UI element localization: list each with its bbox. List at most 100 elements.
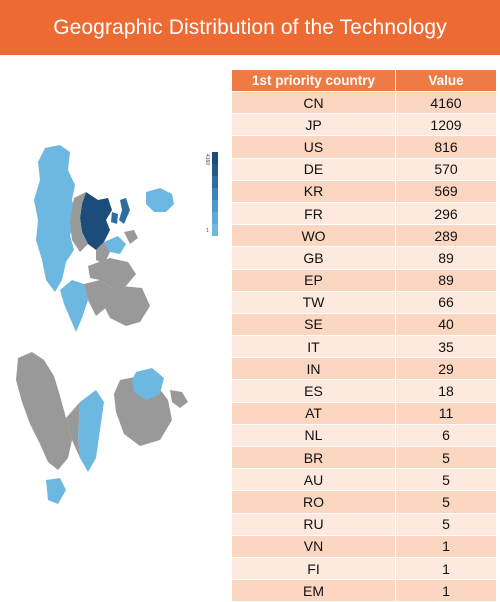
- map-region-brazil: [132, 368, 164, 400]
- cell-value: 5: [395, 446, 497, 470]
- table-row: AU 5: [232, 468, 497, 492]
- cell-value: 66: [395, 291, 497, 314]
- cell-country: RO: [232, 490, 396, 514]
- legend-swatch: [212, 188, 218, 200]
- map-region-north-america: [16, 352, 72, 470]
- cell-value: 89: [395, 246, 497, 270]
- cell-value: 6: [395, 424, 497, 448]
- cell-value: 1209: [395, 113, 497, 137]
- legend-swatch: [212, 152, 218, 164]
- cell-country: NL: [232, 424, 396, 448]
- page-title-banner: Geographic Distribution of the Technolog…: [0, 0, 500, 55]
- map-region-greenland: [170, 390, 188, 408]
- cell-country: TW: [232, 291, 396, 314]
- table-row: GB 89: [232, 246, 497, 270]
- cell-value: 5: [395, 468, 497, 492]
- table-row: VN 1: [232, 535, 497, 558]
- table-row: WO 289: [232, 224, 497, 248]
- map-region-russia: [34, 145, 78, 292]
- map-region-europe: [88, 258, 136, 288]
- cell-country: IT: [232, 335, 396, 359]
- cell-value: 570: [395, 158, 497, 181]
- map-region-southeast-asia: [104, 236, 126, 254]
- legend-swatch: [212, 164, 218, 176]
- cell-country: IN: [232, 357, 396, 381]
- cell-value: 289: [395, 224, 497, 248]
- table-row: JP 1209: [232, 113, 497, 137]
- table-row: US 816: [232, 135, 497, 159]
- table-row: RU 5: [232, 513, 497, 536]
- cell-country: VN: [232, 535, 396, 558]
- cell-country: GB: [232, 246, 396, 270]
- table-body: CN 4160 JP 1209 US 816 DE 570 KR 569 FR 296 WO 289 GB 8…: [232, 91, 497, 602]
- table-row: EP 89: [232, 269, 497, 292]
- table-row: SE 40: [232, 313, 497, 337]
- map-region-central-asia: [70, 192, 88, 252]
- cell-value: 11: [395, 402, 497, 425]
- cell-country: EP: [232, 269, 396, 292]
- cell-country: ES: [232, 379, 396, 403]
- map-region-korea: [111, 212, 118, 224]
- table-row: CN 4160: [232, 91, 497, 115]
- cell-country: FI: [232, 557, 396, 581]
- cell-value: 1: [395, 579, 497, 602]
- cell-country: JP: [232, 113, 396, 137]
- cell-country: EM: [232, 579, 396, 602]
- cell-value: 1: [395, 535, 497, 558]
- table-row: IT 35: [232, 335, 497, 359]
- cell-country: WO: [232, 224, 396, 248]
- column-header-country: 1st priority country: [232, 70, 396, 92]
- map-region-india: [60, 280, 88, 332]
- legend-swatch: [212, 224, 218, 236]
- table-row: RO 5: [232, 490, 497, 514]
- cell-value: 296: [395, 202, 497, 226]
- cell-country: AT: [232, 402, 396, 425]
- country-table-container: 1st priority country Value CN 4160 JP 1209 U…: [232, 70, 497, 602]
- world-map: 4160 1: [0, 140, 230, 520]
- cell-country: KR: [232, 180, 396, 203]
- legend-max-label: 4160: [204, 154, 210, 165]
- table-row: DE 570: [232, 158, 497, 181]
- cell-value: 29: [395, 357, 497, 381]
- cell-country: SE: [232, 313, 396, 337]
- cell-value: 18: [395, 379, 497, 403]
- cell-value: 5: [395, 513, 497, 536]
- map-region-china: [80, 192, 112, 250]
- cell-value: 1: [395, 557, 497, 581]
- table-row: NL 6: [232, 424, 497, 448]
- cell-value: 40: [395, 313, 497, 337]
- table-row: IN 29: [232, 357, 497, 381]
- table-row: KR 569: [232, 180, 497, 203]
- cell-country: DE: [232, 158, 396, 181]
- cell-value: 89: [395, 269, 497, 292]
- map-region-central-america: [66, 402, 80, 458]
- cell-country: AU: [232, 468, 396, 492]
- table-row: BR 5: [232, 446, 497, 470]
- cell-country: RU: [232, 513, 396, 536]
- map-region-indochina: [96, 242, 110, 264]
- map-region-south-tip: [46, 478, 66, 504]
- table-row: FI 1: [232, 557, 497, 581]
- table-header-row: 1st priority country Value: [232, 70, 497, 92]
- map-region-japan: [119, 198, 130, 224]
- legend-swatch: [212, 200, 218, 212]
- legend-swatch: [212, 212, 218, 224]
- cell-country: BR: [232, 446, 396, 470]
- cell-value: 816: [395, 135, 497, 159]
- table-row: FR 296: [232, 202, 497, 226]
- column-header-value: Value: [395, 70, 497, 92]
- table-row: EM 1: [232, 579, 497, 602]
- table-row: TW 66: [232, 291, 497, 314]
- map-region-usa: [78, 390, 104, 472]
- legend-min-label: 1: [206, 228, 209, 234]
- cell-country: US: [232, 135, 396, 159]
- cell-value: 35: [395, 335, 497, 359]
- cell-country: FR: [232, 202, 396, 226]
- page-title: Geographic Distribution of the Technolog…: [53, 15, 447, 39]
- map-region-australia: [146, 188, 174, 212]
- map-region-pacific: [124, 230, 138, 244]
- cell-value: 4160: [395, 91, 497, 115]
- country-table: 1st priority country Value CN 4160 JP 1209 U…: [232, 70, 497, 602]
- cell-value: 569: [395, 180, 497, 203]
- map-region-africa: [100, 286, 150, 326]
